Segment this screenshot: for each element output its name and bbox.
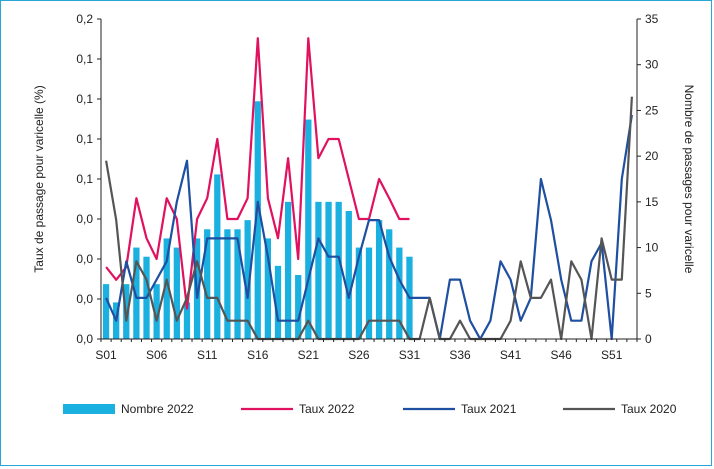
axes-layer: 0,0 0,0 0,0 0,0 0,1 0,1 0,1 0,1 0,2 0 5 10 15 20 25 30 3… [76,12,658,362]
x-tick-label: S26 [348,348,370,362]
legend-label: Taux 2022 [299,402,355,416]
bar-S27 [365,247,373,339]
x-tick-label: S46 [550,348,572,362]
y-left-tick-label: 0,1 [76,92,93,106]
bar-S23 [325,201,332,339]
bar-S13 [224,229,231,339]
y-right-tick-label: 30 [645,58,659,72]
lines-layer [105,37,633,341]
y-right-tick-label: 25 [645,103,659,117]
y-left-tick-label: 0,0 [76,252,93,266]
y-right-tick-label: 5 [645,286,652,300]
legend-label: Taux 2021 [461,402,517,416]
y-left-tick-label: 0,0 [76,332,93,346]
legend-label: Nombre 2022 [121,402,194,416]
bar-S19 [284,201,292,339]
y-left-tick-label: 0,1 [76,172,93,186]
legend-item-taux-2021: Taux 2021 [403,402,517,416]
x-tick-label: S41 [500,348,522,362]
y-left-tick-label: 0,0 [76,212,93,226]
series-line-taux-2022 [105,37,410,310]
y-left-tick-label: 0,1 [76,132,93,146]
legend-item-taux-2022: Taux 2022 [241,402,355,416]
x-tick-label: S01 [95,348,117,362]
series-line-taux-2020 [105,96,633,341]
x-tick-label: S16 [247,348,269,362]
bar-S17 [264,238,272,339]
bar-S29 [386,229,393,339]
series-line-taux-2021 [105,114,633,341]
bar-S01 [102,284,110,339]
y-right-tick-label: 35 [645,12,659,26]
x-tick-label: S06 [146,348,168,362]
bar-S11 [204,229,211,339]
bar-S15 [244,220,251,339]
bar-S08 [173,247,180,339]
y-right-tick-label: 15 [645,195,659,209]
bar-S25 [345,211,352,339]
x-tick-label: S31 [399,348,421,362]
x-tick-label: S36 [449,348,471,362]
bar-S24 [335,201,342,339]
bar-S14 [234,229,241,339]
y-left-tick-label: 0,2 [76,12,93,26]
bar-S07 [163,238,170,339]
y-left-tick-label: 0,0 [76,292,93,306]
x-tick-label: S11 [197,348,218,362]
legend-item-taux-2020: Taux 2020 [563,402,677,416]
bars-layer [102,101,413,340]
bar-S06 [153,284,160,339]
legend-item-nombre-2022: Nombre 2022 [63,402,194,416]
x-tick-label: S51 [601,348,623,362]
y-left-tick-label: 0,1 [76,52,93,66]
bar-S20 [295,275,302,339]
y-right-tick-label: 10 [645,241,659,255]
bar-S12 [214,174,221,339]
bar-S18 [274,265,282,339]
y-right-tick-label: 0 [645,332,652,346]
bar-S16 [254,101,261,340]
y-axis-right-label: Nombre de passages pour varicelle [682,85,696,274]
bar-S09 [183,302,191,339]
bar-S28 [375,220,383,339]
bar-S26 [355,247,363,339]
legend-label: Taux 2020 [621,402,677,416]
legend-swatch [63,404,115,414]
bar-S22 [315,201,322,339]
y-right-tick-label: 20 [645,149,659,163]
legend: Nombre 2022 Taux 2022 Taux 2021 Taux 2020 [63,402,677,416]
x-tick-label: S21 [298,348,320,362]
bar-S21 [305,119,312,339]
bar-S30 [396,247,403,339]
y-axis-left-label: Taux de passage pour varicelle (%) [32,85,46,272]
bar-S04 [133,247,140,339]
